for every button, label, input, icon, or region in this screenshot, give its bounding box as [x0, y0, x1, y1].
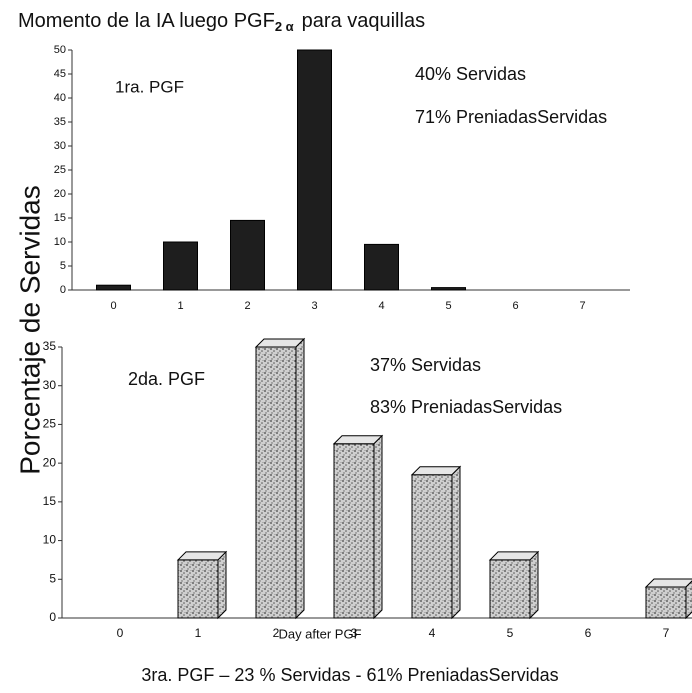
- title-rest: para vaquillas: [302, 10, 425, 32]
- x-tick-label: 1: [177, 300, 183, 312]
- x-tick-label: 0: [110, 300, 116, 312]
- y-tick-label: 10: [43, 533, 57, 547]
- bar: [163, 241, 198, 291]
- x-tick-label: 4: [378, 300, 384, 312]
- bar: [297, 49, 332, 291]
- bar: [96, 284, 131, 291]
- x-tick-label: 1: [195, 626, 202, 640]
- y-tick-label: 35: [54, 116, 66, 128]
- bar: [431, 287, 466, 291]
- title-main: Momento de la IA luego PGF: [18, 10, 275, 32]
- x-tick-label: 7: [579, 300, 585, 312]
- x-tick-label: 5: [507, 626, 514, 640]
- bar: [489, 559, 531, 619]
- x-tick-label: 7: [663, 626, 670, 640]
- x-tick-label: 5: [445, 300, 451, 312]
- x-tick-label: 0: [117, 626, 124, 640]
- x-tick-label: 3: [351, 626, 358, 640]
- bar: [645, 586, 687, 619]
- y-tick-label: 15: [54, 212, 66, 224]
- y-axis-label: Porcentaje de Servidas: [14, 185, 45, 475]
- y-tick-label: 45: [54, 68, 66, 80]
- bar: [230, 219, 265, 291]
- y-tick-label: 5: [49, 571, 56, 585]
- y-tick-label: 20: [54, 188, 66, 200]
- x-tick-label: 6: [512, 300, 518, 312]
- chart-title: Momento de la IA luego PGF2 α para vaquil…: [18, 10, 425, 34]
- y-tick-label: 30: [54, 140, 66, 152]
- x-tick-label: 3: [311, 300, 317, 312]
- bar: [255, 346, 297, 619]
- x-tick-label: 2: [273, 626, 280, 640]
- bar-side: [529, 550, 539, 620]
- annotation: 83% PreniadasServidas: [370, 397, 562, 417]
- annotation: 2da. PGF: [128, 369, 205, 389]
- y-tick-label: 30: [43, 378, 57, 392]
- bar-side: [451, 465, 461, 620]
- bar-side: [685, 580, 692, 620]
- bar: [177, 559, 219, 619]
- y-tick-label: 5: [60, 260, 66, 272]
- y-tick-label: 25: [43, 417, 57, 431]
- y-tick-label: 0: [49, 610, 56, 624]
- bar-side: [373, 434, 383, 620]
- title-subscript: 2 α: [275, 19, 294, 34]
- bar: [364, 243, 399, 291]
- x-tick-label: 6: [585, 626, 592, 640]
- bar-side: [295, 337, 305, 620]
- y-tick-label: 25: [54, 164, 66, 176]
- x-tick-label: 2: [244, 300, 250, 312]
- y-tick-label: 0: [60, 284, 66, 296]
- y-tick-label: 15: [43, 494, 57, 508]
- footnote: 3ra. PGF – 23 % Servidas - 61% Preniadas…: [141, 665, 558, 685]
- annotation: 1ra. PGF: [115, 77, 184, 96]
- annotation: 40% Servidas: [415, 64, 526, 84]
- y-tick-label: 50: [54, 44, 66, 56]
- bar-side: [217, 550, 227, 620]
- y-tick-label: 20: [43, 455, 57, 469]
- y-tick-label: 35: [43, 339, 57, 353]
- annotation: 37% Servidas: [370, 355, 481, 375]
- x-tick-label: 4: [429, 626, 436, 640]
- y-tick-label: 40: [54, 92, 66, 104]
- x-axis-label: Day after PGF: [278, 626, 361, 641]
- bar: [333, 443, 375, 619]
- bar-top: [644, 578, 692, 588]
- y-tick-label: 10: [54, 236, 66, 248]
- annotation: 71% PreniadasServidas: [415, 107, 607, 127]
- bar: [411, 474, 453, 619]
